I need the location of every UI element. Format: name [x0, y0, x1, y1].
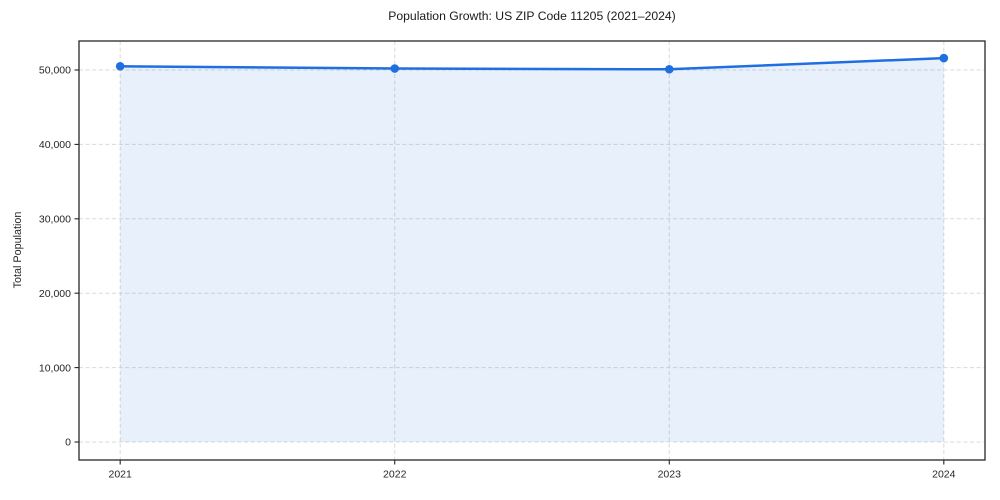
x-tick-label: 2021 [109, 469, 133, 481]
y-tick-label: 20,000 [39, 288, 71, 300]
data-point-marker [390, 64, 400, 73]
plot-frame [78, 40, 986, 461]
x-tick-label: 2022 [383, 469, 407, 481]
data-point-marker [664, 64, 674, 74]
data-point-marker [939, 53, 949, 63]
x-tick-label: 2023 [658, 469, 682, 481]
y-tick-label: 50,000 [39, 65, 71, 77]
y-tick-label: 0 [65, 437, 71, 449]
y-tick-label: 30,000 [39, 214, 71, 226]
data-point-marker [115, 61, 125, 71]
chart-title: Population Growth: US ZIP Code 11205 (20… [388, 9, 676, 23]
y-tick-label: 40,000 [39, 139, 71, 151]
series-line [118, 56, 946, 71]
x-tick-label: 2024 [932, 469, 956, 481]
area-fill [120, 58, 944, 442]
y-tick-label: 10,000 [39, 362, 71, 374]
